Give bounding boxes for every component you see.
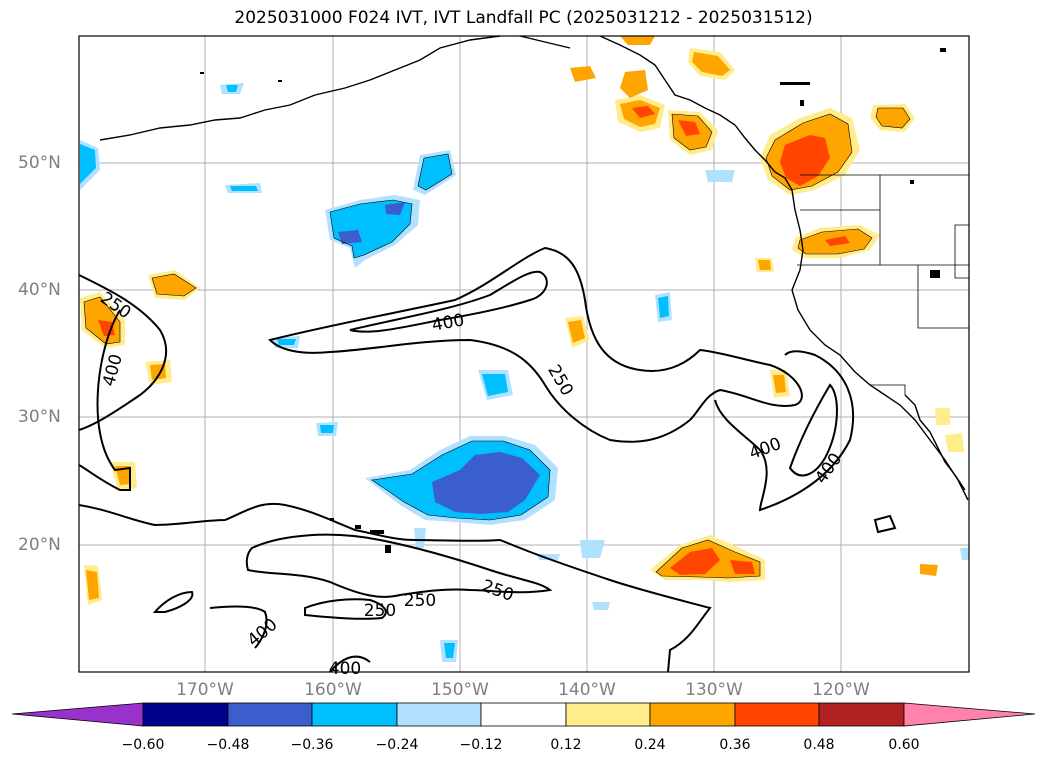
lat-label-20n: 20°N — [18, 535, 61, 555]
lat-label-50n: 50°N — [18, 153, 61, 173]
positive-anomaly-shading — [80, 36, 964, 605]
colorbar-tick-label: 0.24 — [634, 737, 666, 753]
state-borders — [797, 174, 970, 395]
colorbar-tick-label: 0.36 — [719, 737, 751, 753]
islands — [200, 48, 946, 553]
colorbar-tick-label: 0.12 — [550, 737, 582, 753]
colorbar-tick-label: −0.12 — [459, 737, 503, 753]
lon-label-120w: 120°W — [812, 680, 870, 700]
contour-label: 250 — [404, 591, 436, 611]
map-frame — [78, 35, 970, 673]
lat-label-30n: 30°N — [18, 407, 61, 427]
gridlines — [79, 36, 969, 672]
lon-label-130w: 130°W — [685, 680, 743, 700]
lon-label-140w: 140°W — [558, 680, 616, 700]
lon-label-170w: 170°W — [176, 680, 234, 700]
shading-outlines — [83, 107, 911, 579]
contour-label: 250 — [364, 601, 396, 621]
lon-label-150w: 150°W — [431, 680, 489, 700]
ivt-contours — [78, 246, 897, 673]
colorbar-tick-label: 0.60 — [888, 737, 920, 753]
colorbar-extend-high — [903, 702, 1036, 727]
colorbar — [11, 702, 1036, 727]
colorbar-tick-label: −0.36 — [290, 737, 334, 753]
plot-title: 2025031000 F024 IVT, IVT Landfall PC (20… — [234, 8, 813, 28]
contour-label: 400 — [329, 659, 361, 679]
negative-anomaly-shading — [80, 83, 969, 662]
colorbar-tick-label: 0.48 — [803, 737, 835, 753]
colorbar-tick-label: −0.24 — [375, 737, 419, 753]
colorbar-extend-low — [11, 702, 144, 727]
coastlines — [99, 35, 969, 501]
colorbar-tick-label: −0.60 — [121, 737, 165, 753]
colorbar-tick-label: −0.48 — [206, 737, 250, 753]
lat-label-40n: 40°N — [18, 280, 61, 300]
lon-label-160w: 160°W — [304, 680, 362, 700]
